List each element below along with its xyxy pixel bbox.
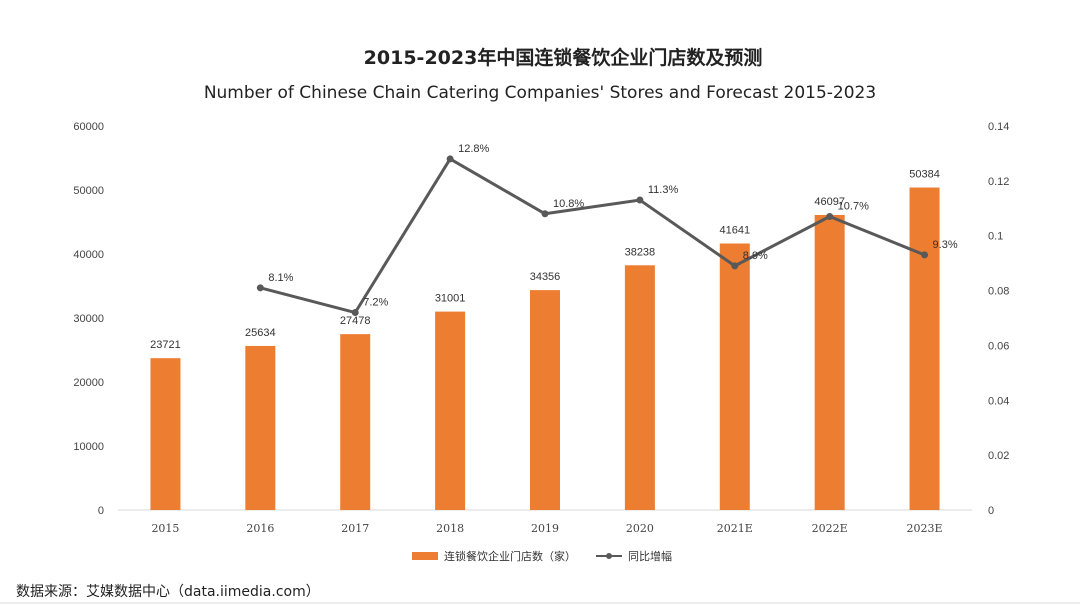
right-tick-label: 0.1: [988, 231, 1003, 243]
x-tick-label: 2017: [341, 522, 369, 535]
line-value-label: 11.3%: [648, 184, 679, 196]
line-point: [826, 213, 834, 221]
bar-value-label: 25634: [245, 327, 276, 339]
right-tick-label: 0.02: [988, 450, 1009, 462]
bar-value-label: 23721: [150, 339, 181, 351]
line-value-label: 8.9%: [743, 250, 768, 262]
chart-subtitle: Number of Chinese Chain Catering Compani…: [204, 83, 876, 103]
right-tick-label: 0.06: [988, 340, 1009, 352]
bar-value-label: 34356: [530, 271, 561, 283]
bar-value-label: 27478: [340, 315, 371, 327]
x-tick-label: 2019: [531, 522, 559, 535]
legend-line-label: 同比增幅: [628, 549, 672, 563]
line-value-label: 12.8%: [458, 143, 489, 155]
left-tick-label: 40000: [73, 249, 104, 261]
bar: [719, 243, 750, 510]
bar-value-label: 41641: [719, 224, 750, 236]
left-tick-label: 20000: [73, 377, 104, 389]
bar: [340, 334, 371, 510]
line-value-label: 10.8%: [553, 198, 584, 210]
right-tick-label: 0.14: [988, 121, 1009, 133]
growth-line: [259, 157, 926, 315]
left-tick-label: 10000: [73, 441, 104, 453]
x-tick-label: 2023E: [907, 522, 943, 535]
line-value-label: 9.3%: [933, 239, 958, 251]
line-point: [636, 196, 644, 204]
line-value-label: 8.1%: [268, 272, 293, 284]
source-note: 数据来源：艾媒数据中心（data.iimedia.com）: [16, 584, 320, 600]
right-tick-label: 0.08: [988, 286, 1009, 298]
bar-data-labels: 23721 25634 27478 31001 34356 38238 41641 46097…: [150, 169, 940, 352]
line-point: [256, 284, 264, 292]
legend-bar-label: 连锁餐饮企业门店数（家）: [444, 549, 576, 563]
bar-value-label: 31001: [435, 293, 466, 305]
x-tick-label: 2022E: [812, 522, 848, 535]
right-tick-label: 0.12: [988, 176, 1009, 188]
line-value-label: 10.7%: [838, 201, 869, 213]
bar: [150, 358, 181, 510]
x-tick-label: 2021E: [717, 522, 753, 535]
left-tick-label: 0: [98, 505, 104, 517]
left-tick-label: 60000: [73, 121, 104, 133]
line-point: [351, 309, 359, 317]
chart-title: 2015-2023年中国连锁餐饮企业门店数及预测: [364, 46, 763, 69]
bar-series: [150, 187, 940, 511]
bar: [435, 311, 466, 510]
line-point: [921, 251, 929, 259]
x-axis: 2015 2016 2017 2018 2019 2020 2021E 2022E 2023E: [151, 522, 942, 535]
line-points: [256, 155, 929, 317]
line-point: [446, 155, 454, 163]
x-tick-label: 2016: [246, 522, 274, 535]
bar: [909, 187, 940, 510]
line-data-labels: 8.1% 7.2% 12.8% 10.8% 11.3% 8.9% 10.7% 9.3%: [268, 143, 958, 309]
bar-value-label: 50384: [909, 169, 940, 181]
legend-line-dot: [606, 553, 612, 559]
left-tick-label: 30000: [73, 313, 104, 325]
line-point: [541, 210, 549, 218]
line-value-label: 7.2%: [363, 297, 388, 309]
left-tick-label: 50000: [73, 185, 104, 197]
bar: [814, 214, 845, 511]
bar: [245, 345, 276, 510]
legend-bar-swatch: [412, 552, 438, 560]
x-tick-label: 2018: [436, 522, 464, 535]
line-point: [731, 262, 739, 270]
right-tick-label: 0.04: [988, 395, 1009, 407]
x-tick-label: 2020: [626, 522, 654, 535]
left-axis: 0 10000 20000 30000 40000 50000 60000: [73, 121, 104, 517]
bar-value-label: 38238: [625, 246, 656, 258]
legend: 连锁餐饮企业门店数（家） 同比增幅: [412, 549, 672, 563]
bar: [624, 265, 655, 510]
bar-value-label: 46097: [814, 196, 845, 208]
right-axis: 0 0.02 0.04 0.06 0.08 0.1 0.12 0.14: [988, 121, 1009, 517]
bar: [530, 290, 560, 510]
x-tick-label: 2015: [151, 522, 179, 535]
right-tick-label: 0: [988, 505, 994, 517]
